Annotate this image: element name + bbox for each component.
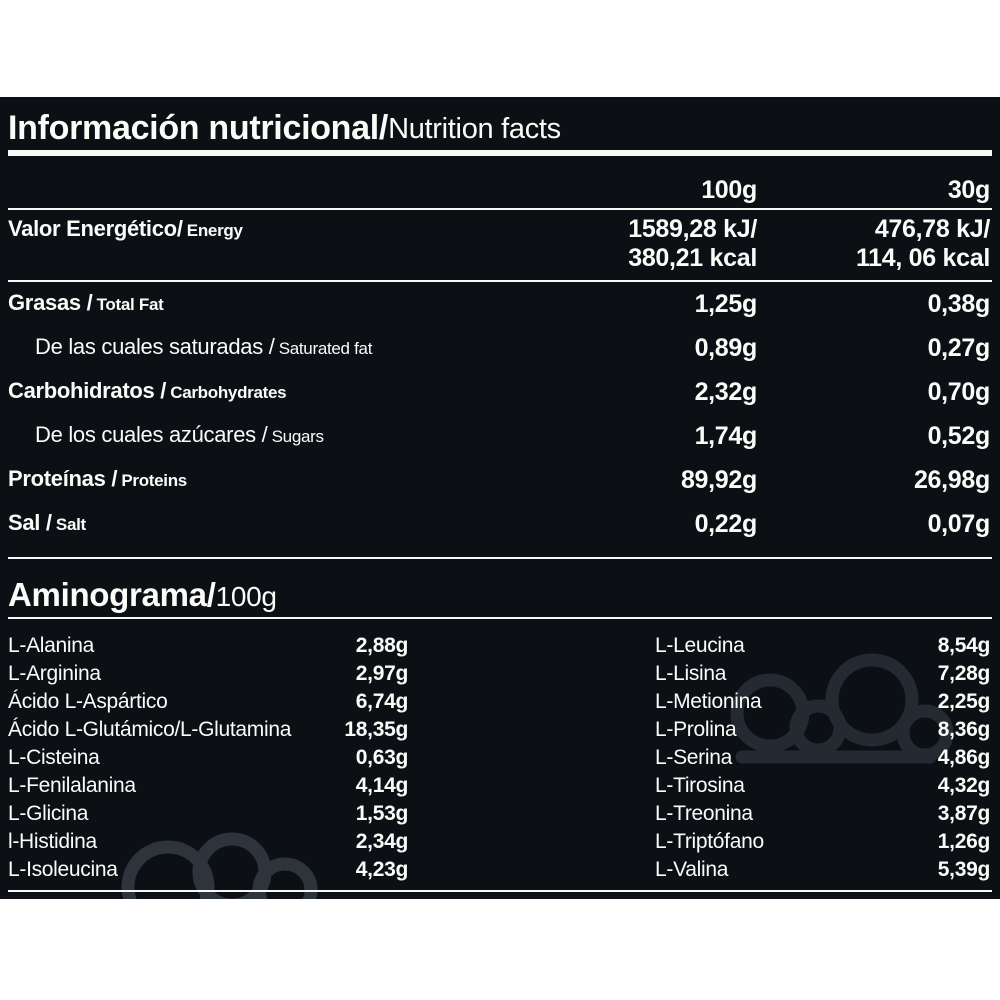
list-item: L-Leucina 8,54g [655, 634, 990, 657]
row-label: Carbohidratos / Carbohydrates [8, 377, 287, 403]
row-label: De los cuales azúcares / Sugars [35, 421, 324, 447]
row-value-30g: 476,78 kJ/ 114, 06 kcal [855, 215, 990, 272]
list-item: Ácido L-Aspártico 6,74g [8, 690, 408, 713]
list-item: Ácido L-Glutámico/L-Glutamina 18,35g [8, 718, 408, 741]
title-spanish: Información nutricional/ [8, 109, 389, 147]
row-value-30g: 0,27g [927, 334, 991, 362]
list-item: L-Prolina 8,36g [655, 718, 990, 741]
row-label-es: Valor Energético/ [8, 216, 183, 241]
table-row-energy: Valor Energético/ Energy 1589,28 kJ/ 380… [0, 210, 1000, 280]
aminogram-column-left: L-Alanina 2,88g L-Arginina 2,97g Ácido L-A… [8, 632, 408, 884]
divider-title [8, 150, 992, 156]
divider-aminogram-top [8, 557, 992, 559]
spacer [0, 546, 1000, 557]
aminogram-title: Aminograma/100g [0, 559, 1000, 617]
page-title: Información nutricional/Nutrition facts [0, 97, 1000, 150]
list-item: L-Valina 5,39g [655, 858, 990, 881]
row-label: Proteínas / Proteins [8, 465, 187, 491]
divider-header [8, 208, 992, 210]
row-value-100g: 1,74g [694, 422, 758, 450]
title-english: Nutrition facts [388, 113, 561, 145]
table-row-sugars: De los cuales azúcares / Sugars 1,74g 0,… [0, 414, 1000, 458]
divider-panel-bottom [8, 890, 992, 892]
list-item: L-Triptófano 1,26g [655, 830, 990, 853]
list-item: L-Fenilalanina 4,14g [8, 774, 408, 797]
row-value-30g: 0,07g [927, 510, 991, 538]
row-label: Sal / Salt [8, 509, 86, 535]
list-item: L-Serina 4,86g [655, 746, 990, 769]
column-header-100g: 100g [701, 176, 757, 204]
row-value-100g: 0,22g [694, 510, 758, 538]
row-label: De las cuales saturadas / Saturated fat [35, 333, 373, 359]
aminogram-title-es: Aminograma/ [8, 576, 216, 613]
list-item: l-Histidina 2,34g [8, 830, 408, 853]
row-label-en: Energy [186, 221, 243, 240]
row-value-100g: 1,25g [694, 290, 758, 318]
row-label: Grasas / Total Fat [8, 289, 164, 315]
aminogram-column-gap [408, 632, 655, 884]
row-value-100g: 0,89g [694, 334, 758, 362]
table-row-fat: Grasas / Total Fat 1,25g 0,38g [0, 282, 1000, 326]
aminogram-title-suffix: 100g [215, 581, 277, 612]
list-item: L-Treonina 3,87g [655, 802, 990, 825]
list-item: L-Arginina 2,97g [8, 662, 408, 685]
column-header-30g: 30g [947, 176, 990, 204]
row-value-100g: 89,92g [680, 466, 757, 494]
aminogram-column-right: L-Leucina 8,54g L-Lisina 7,28g L-Metionina… [655, 632, 990, 884]
nutrition-panel: Información nutricional/Nutrition facts … [0, 97, 1000, 899]
row-value-30g: 0,38g [927, 290, 991, 318]
row-value-30g: 0,52g [927, 422, 991, 450]
aminogram-table: L-Alanina 2,88g L-Arginina 2,97g Ácido L-A… [0, 619, 1000, 884]
row-value-30g: 0,70g [927, 378, 991, 406]
divider-aminogram-bottom [8, 617, 992, 619]
list-item: L-Cisteina 0,63g [8, 746, 408, 769]
table-row-saturated-fat: De las cuales saturadas / Saturated fat … [0, 326, 1000, 370]
table-row-salt: Sal / Salt 0,22g 0,07g [0, 502, 1000, 546]
divider-energy [8, 280, 992, 282]
list-item: L-Tirosina 4,32g [655, 774, 990, 797]
list-item: L-Alanina 2,88g [8, 634, 408, 657]
column-header-row: 100g 30g [0, 156, 1000, 208]
list-item: L-Glicina 1,53g [8, 802, 408, 825]
table-row-carbohydrates: Carbohidratos / Carbohydrates 2,32g 0,70… [0, 370, 1000, 414]
table-row-proteins: Proteínas / Proteins 89,92g 26,98g [0, 458, 1000, 502]
list-item: L-Metionina 2,25g [655, 690, 990, 713]
row-value-30g: 26,98g [913, 466, 990, 494]
row-value-100g: 1589,28 kJ/ 380,21 kcal [628, 215, 757, 272]
row-value-100g: 2,32g [694, 378, 758, 406]
row-label: Valor Energético/ Energy [8, 215, 437, 280]
list-item: L-Isoleucina 4,23g [8, 858, 408, 881]
list-item: L-Lisina 7,28g [655, 662, 990, 685]
